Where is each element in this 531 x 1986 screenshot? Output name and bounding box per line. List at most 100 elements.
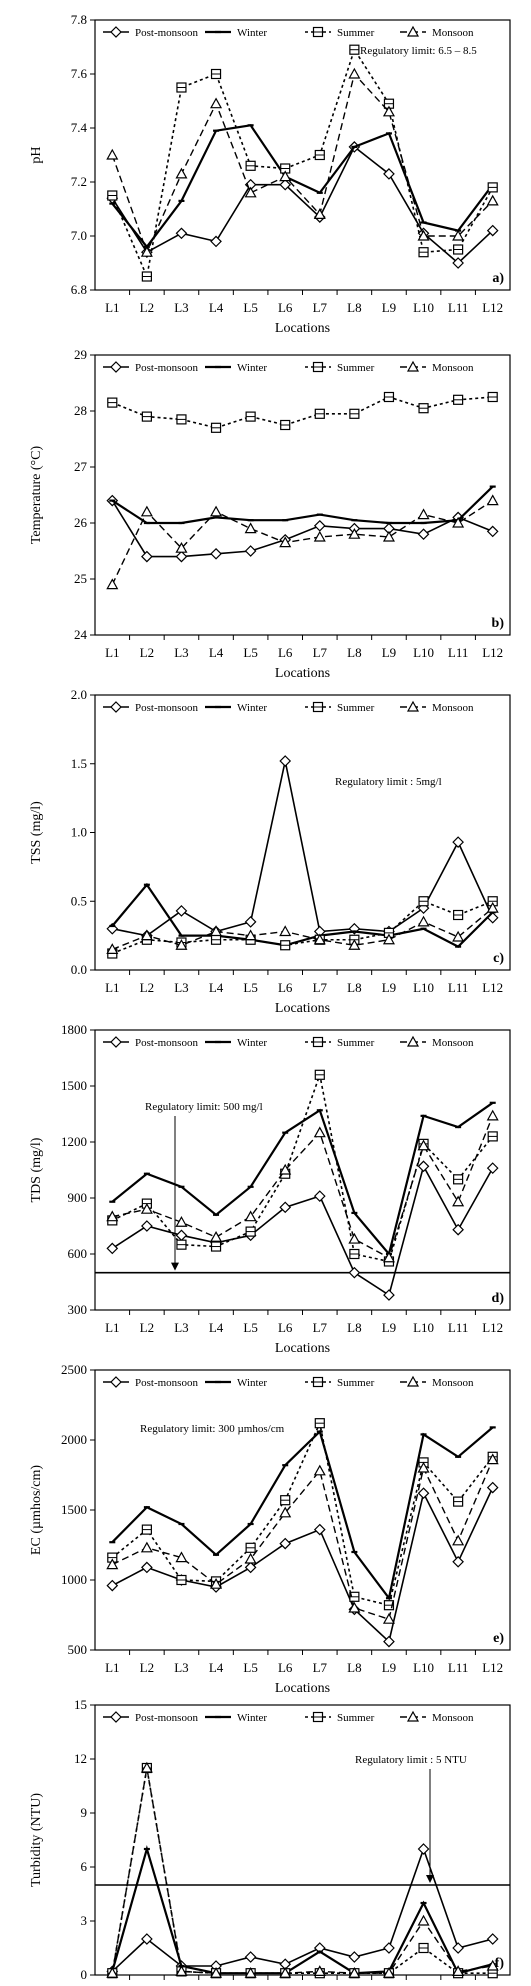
x-tick-label: L10: [413, 980, 434, 995]
legend-marker: [406, 1710, 420, 1722]
data-point-monsoon: [210, 1966, 223, 1978]
data-point-monsoon: [175, 167, 188, 179]
x-axis-label: Locations: [275, 321, 330, 336]
y-tick-label: 500: [68, 1642, 88, 1657]
y-axis-label: Temperature (°C): [29, 446, 44, 545]
legend-label: Post-monsoon: [135, 362, 198, 374]
data-point-monsoon: [140, 505, 153, 517]
series-line-winter: [111, 1101, 494, 1257]
data-point-monsoon: [140, 1761, 153, 1773]
y-axis-label: TDS (mg/l): [29, 1137, 44, 1202]
y-tick-label: 0.0: [71, 962, 87, 977]
x-tick-label: L9: [382, 980, 396, 995]
x-tick-label: L7: [313, 980, 328, 995]
y-tick-label: 1.0: [71, 825, 87, 840]
y-tick-label: 2.0: [71, 687, 87, 702]
x-tick-label: L7: [313, 300, 328, 315]
data-point-post-monsoon: [175, 905, 188, 917]
data-point-monsoon: [279, 925, 292, 937]
data-point-post-monsoon: [383, 1635, 395, 1648]
data-point-monsoon: [175, 1551, 188, 1563]
y-tick-label: 3: [81, 1913, 88, 1928]
x-tick-label: L2: [140, 1320, 154, 1335]
data-point-monsoon: [348, 527, 361, 539]
data-point-monsoon: [140, 1202, 153, 1214]
data-point-monsoon: [486, 1959, 499, 1971]
x-tick-label: L11: [448, 1320, 468, 1335]
x-tick-label: L12: [482, 1320, 503, 1335]
legend-label: Summer: [337, 1037, 375, 1049]
legend-label: Summer: [337, 1377, 375, 1389]
y-tick-label: 1800: [61, 1022, 87, 1037]
legend-label: Monsoon: [432, 1712, 474, 1724]
annotation-arrowhead: [171, 1262, 179, 1271]
chart-panel-1: 6.8 7.0 7.2 7.4 7.6 7.8 L1 L2 L3 L4 L5 L6 L7 L8 L9 L10 L…: [29, 12, 511, 336]
legend-marker: [406, 1375, 420, 1387]
data-point-post-monsoon: [417, 1160, 430, 1173]
legend-label: Monsoon: [432, 27, 474, 39]
x-tick-label: L7: [313, 645, 328, 660]
y-axis-label: Turbidity (NTU): [29, 1793, 44, 1887]
data-point-monsoon: [348, 939, 361, 950]
legend-label: Summer: [337, 702, 375, 714]
y-tick-label: 1000: [61, 1572, 87, 1587]
data-point-post-monsoon: [417, 1843, 430, 1855]
x-tick-label: L4: [209, 1320, 224, 1335]
regulatory-annotation: Regulatory limit : 5mg/l: [335, 776, 442, 788]
series-line-monsoon: [112, 907, 494, 951]
y-tick-label: 27: [74, 459, 88, 474]
series-line-post-monsoon: [112, 760, 494, 937]
data-point-post-monsoon: [106, 1579, 119, 1592]
data-point-monsoon: [106, 1966, 119, 1978]
data-point-monsoon: [486, 901, 499, 913]
legend-label: Winter: [237, 1712, 267, 1724]
series-line-winter: [111, 1845, 493, 1975]
panel-label: c): [493, 951, 504, 966]
x-tick-label: L10: [413, 1660, 434, 1675]
data-point-post-monsoon: [175, 550, 188, 563]
legend-label: Winter: [237, 27, 267, 39]
legend-marker: [406, 25, 420, 37]
data-point-monsoon: [244, 1966, 257, 1978]
y-tick-label: 9: [81, 1805, 88, 1820]
data-point-post-monsoon: [417, 1487, 430, 1500]
plot-frame: [94, 354, 511, 636]
x-tick-label: L9: [382, 300, 396, 315]
x-tick-label: L6: [278, 300, 293, 315]
data-point-monsoon: [313, 933, 326, 945]
x-tick-label: L3: [174, 300, 188, 315]
data-point-monsoon: [348, 67, 361, 79]
data-point-post-monsoon: [210, 547, 222, 560]
x-tick-label: L2: [140, 980, 154, 995]
x-tick-label: L5: [243, 1660, 257, 1675]
y-tick-label: 2500: [61, 1362, 87, 1377]
x-tick-label: L1: [105, 980, 119, 995]
legend-label: Post-monsoon: [135, 27, 198, 39]
data-point-post-monsoon: [175, 1229, 188, 1242]
x-axis-label: Locations: [275, 1341, 330, 1356]
data-point-monsoon: [382, 530, 395, 542]
data-point-monsoon: [210, 1577, 223, 1589]
plot-frame: [94, 1369, 511, 1651]
y-tick-label: 1500: [61, 1078, 87, 1093]
x-tick-label: L11: [448, 645, 468, 660]
x-tick-label: L8: [347, 1320, 361, 1335]
data-point-monsoon: [244, 522, 257, 534]
y-axis-label: TSS (mg/l): [29, 801, 44, 864]
x-tick-label: L6: [278, 1320, 293, 1335]
data-point-monsoon: [452, 930, 465, 942]
data-point-post-monsoon: [244, 1561, 257, 1574]
data-point-monsoon: [175, 939, 188, 950]
plot-frame: [94, 19, 511, 291]
legend-marker: [110, 701, 122, 713]
chart-panel-4: 300 600 900 1200 1500 1800 L1 L2 L3 L4 L5 L6 L7 L8 L9 L…: [29, 1022, 511, 1356]
data-point-monsoon: [140, 929, 153, 941]
panel-label: e): [493, 1631, 504, 1646]
data-point-monsoon: [486, 494, 499, 506]
data-point-post-monsoon: [141, 1220, 153, 1232]
data-point-monsoon: [452, 1195, 465, 1207]
legend-marker: [110, 26, 122, 38]
y-tick-label: 6.8: [71, 282, 87, 297]
x-axis-label: Locations: [275, 1001, 330, 1016]
